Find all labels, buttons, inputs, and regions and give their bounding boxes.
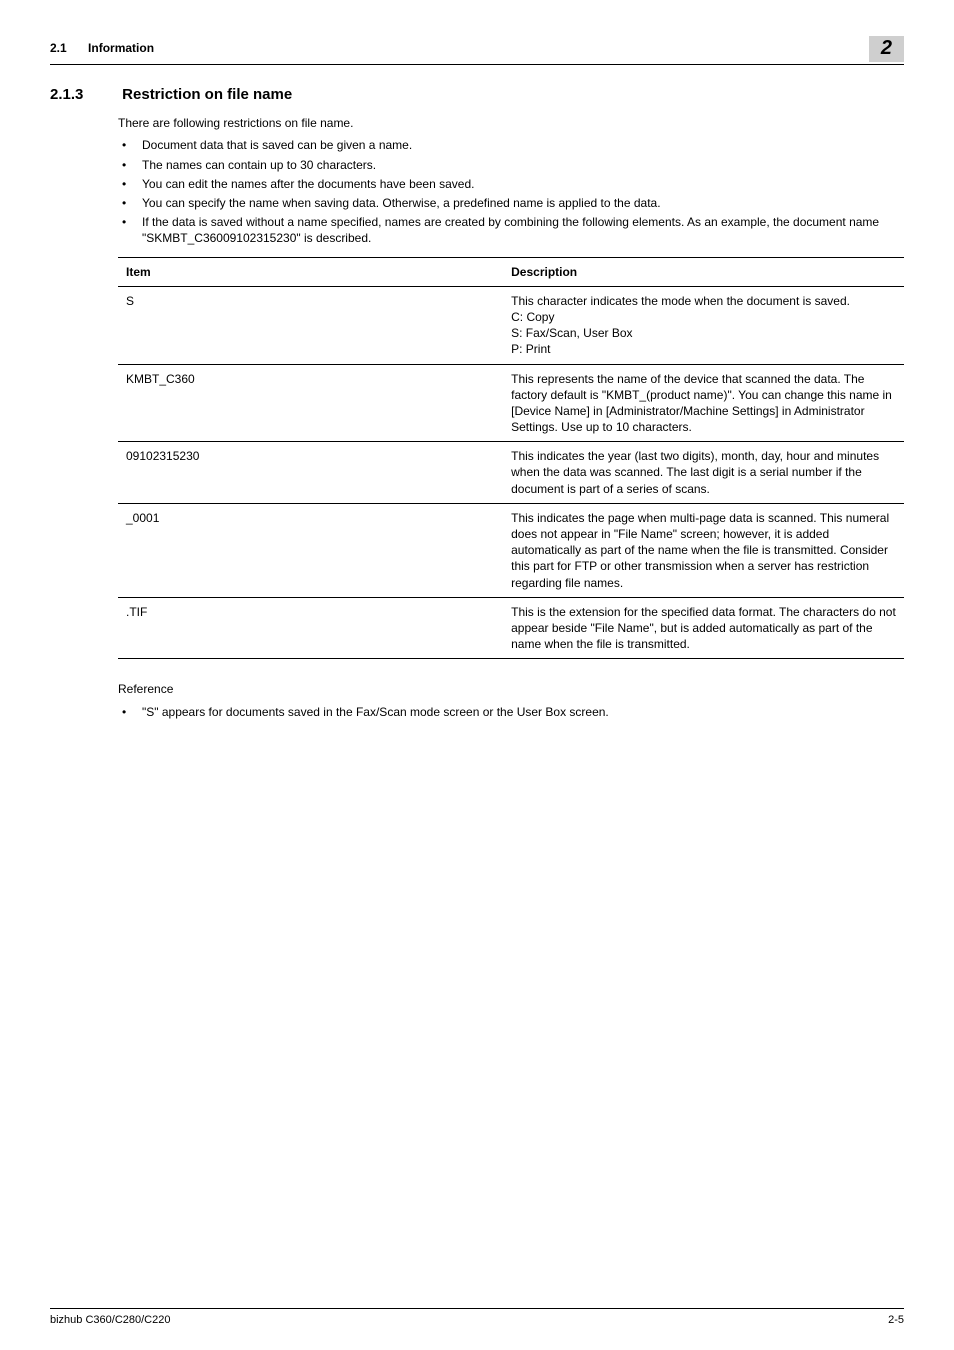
table-cell: This indicates the page when multi-page … (503, 503, 904, 597)
table-row: S This character indicates the mode when… (118, 286, 904, 364)
header-section: 2.1 Information (50, 40, 154, 56)
filename-parts-table: Item Description S This character indica… (118, 257, 904, 660)
list-item: Document data that is saved can be given… (118, 137, 904, 153)
table-cell: S (118, 286, 503, 364)
list-item: If the data is saved without a name spec… (118, 214, 904, 246)
table-cell: This indicates the year (last two digits… (503, 442, 904, 504)
header-section-title: Information (88, 41, 154, 55)
reference-list: "S" appears for documents saved in the F… (118, 704, 904, 720)
body: There are following restrictions on file… (118, 115, 904, 719)
subsection-heading: 2.1.3 Restriction on file name (50, 85, 904, 105)
header-section-number: 2.1 (50, 41, 67, 55)
reference-label: Reference (118, 681, 904, 697)
restrictions-list: Document data that is saved can be given… (118, 137, 904, 246)
table-cell: 09102315230 (118, 442, 503, 504)
table-row: KMBT_C360 This represents the name of th… (118, 364, 904, 442)
table-cell: KMBT_C360 (118, 364, 503, 442)
list-item: You can edit the names after the documen… (118, 176, 904, 192)
table-row: _0001 This indicates the page when multi… (118, 503, 904, 597)
table-header: Item (118, 257, 503, 286)
chapter-badge: 2 (869, 36, 904, 62)
table-cell: This character indicates the mode when t… (503, 286, 904, 364)
table-row: .TIF This is the extension for the speci… (118, 597, 904, 659)
intro-text: There are following restrictions on file… (118, 115, 904, 131)
table-cell: This is the extension for the specified … (503, 597, 904, 659)
list-item: You can specify the name when saving dat… (118, 195, 904, 211)
list-item: "S" appears for documents saved in the F… (118, 704, 904, 720)
subsection-number: 2.1.3 (50, 85, 118, 105)
table-header: Description (503, 257, 904, 286)
page-header: 2.1 Information 2 (50, 40, 904, 65)
footer-page: 2-5 (888, 1313, 904, 1328)
table-row: 09102315230 This indicates the year (las… (118, 442, 904, 504)
table-cell: .TIF (118, 597, 503, 659)
page-footer: bizhub C360/C280/C220 2-5 (50, 1308, 904, 1328)
footer-product: bizhub C360/C280/C220 (50, 1313, 170, 1328)
table-cell: _0001 (118, 503, 503, 597)
subsection-title: Restriction on file name (122, 86, 292, 103)
table-cell: This represents the name of the device t… (503, 364, 904, 442)
list-item: The names can contain up to 30 character… (118, 157, 904, 173)
